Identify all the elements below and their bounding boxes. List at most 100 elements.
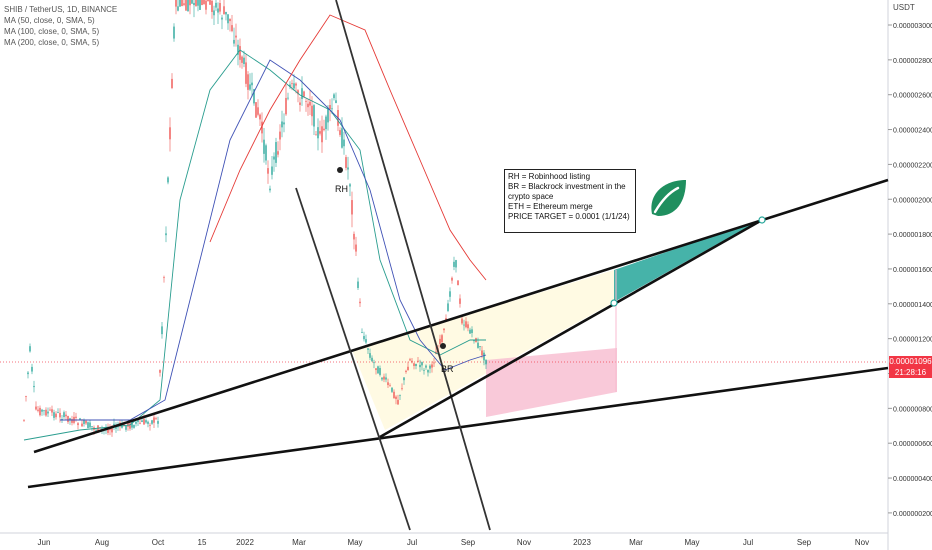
target-handle — [758, 216, 766, 224]
candle-body — [457, 280, 459, 286]
y-tick-label: 0.000001200 — [893, 337, 932, 344]
candle-body — [407, 366, 409, 371]
candle-body — [33, 385, 35, 388]
y-tick-label: 0.000001800 — [893, 232, 932, 239]
candle-body — [123, 423, 125, 427]
candle-body — [185, 0, 187, 11]
candle-body — [267, 168, 269, 174]
legend-ma200[interactable]: MA (200, close, 0, SMA, 5) — [4, 38, 100, 47]
candle-body — [363, 336, 365, 340]
candle-body — [139, 422, 141, 424]
candle-body — [335, 100, 337, 104]
candle-body — [477, 342, 479, 348]
candle-body — [269, 188, 271, 191]
candle-body — [43, 410, 45, 412]
y-tick-label: 0.000003000 — [893, 23, 932, 30]
candle-body — [285, 97, 287, 115]
candle-body — [147, 421, 149, 424]
candle-body — [169, 127, 171, 140]
candle-body — [217, 8, 219, 13]
candle-body — [195, 0, 197, 7]
candle-body — [71, 419, 73, 423]
candle-body — [429, 365, 431, 369]
candle-body — [95, 429, 97, 431]
projection-line — [379, 218, 763, 439]
candle-body — [213, 10, 215, 16]
candle-body — [59, 412, 61, 418]
candle-body — [433, 362, 435, 364]
candle-body — [159, 369, 161, 373]
candle-body — [345, 157, 347, 168]
chart-title: SHIB / TetherUS, 1D, BINANCE — [4, 5, 118, 14]
x-tick-label: Jun — [38, 538, 51, 547]
legend-ma50[interactable]: MA (50, close, 0, SMA, 5) — [4, 16, 95, 25]
candle-body — [39, 407, 41, 416]
ma100-line — [60, 59, 487, 421]
candle-body — [133, 424, 135, 428]
candle-body — [441, 335, 443, 343]
y-tick-label: 0.000000400 — [893, 476, 932, 483]
candle-body — [53, 412, 55, 418]
note-line: PRICE TARGET = 0.0001 (1/1/24) — [508, 212, 630, 221]
y-tick-label: 0.000000600 — [893, 441, 932, 448]
candle-body — [391, 387, 393, 392]
legend-ma100[interactable]: MA (100, close, 0, SMA, 5) — [4, 27, 100, 36]
annotation-note[interactable]: RH = Robinhood listing BR = Blackrock in… — [504, 169, 636, 233]
x-tick-label: Mar — [292, 538, 306, 547]
candle-body — [279, 131, 281, 140]
candle-body — [355, 244, 357, 252]
candle-body — [413, 363, 415, 366]
candle-body — [149, 424, 151, 426]
candle-body — [351, 200, 353, 215]
candle-body — [165, 233, 167, 236]
y-tick-label: 0.000001600 — [893, 267, 932, 274]
x-tick-label: Mar — [629, 538, 643, 547]
candle-body — [331, 108, 333, 110]
candle-body — [311, 105, 313, 117]
candle-body — [463, 324, 465, 326]
candle-body — [315, 134, 317, 136]
candle-body — [305, 101, 307, 102]
downtrend-line-left — [295, 187, 411, 531]
candle-body — [235, 35, 237, 38]
candle-body — [263, 139, 265, 154]
candle-body — [377, 366, 379, 374]
candle-body — [461, 318, 463, 324]
marker-rh-label: RH — [335, 184, 348, 194]
candle-body — [249, 84, 251, 90]
candle-body — [179, 0, 181, 7]
candle-body — [319, 131, 321, 134]
candle-body — [167, 177, 169, 183]
gain-zone — [352, 270, 614, 430]
candle-body — [467, 324, 469, 329]
y-tick-label: 0.000000200 — [893, 511, 932, 518]
candle-body — [271, 166, 273, 175]
candle-body — [209, 0, 211, 5]
upper-trendline — [33, 178, 889, 454]
candle-body — [25, 396, 27, 397]
candle-body — [297, 90, 299, 95]
candle-body — [471, 329, 473, 334]
y-tick-label: 0.000002200 — [893, 162, 932, 169]
candle-body — [451, 277, 453, 281]
candle-body — [479, 346, 481, 347]
candle-body — [63, 412, 65, 417]
candle-body — [155, 418, 157, 420]
candle-body — [27, 372, 29, 375]
candle-body — [177, 6, 179, 11]
candle-body — [261, 121, 263, 134]
candle-body — [469, 329, 471, 334]
candle-body — [395, 396, 397, 399]
candle-body — [459, 298, 461, 304]
candle-body — [207, 0, 209, 2]
candle-body — [295, 83, 297, 86]
candle-body — [135, 421, 137, 424]
candle-body — [37, 409, 39, 411]
x-tick-label: Jul — [407, 538, 417, 547]
candle-body — [125, 425, 127, 430]
y-tick-label: 0.000002800 — [893, 58, 932, 65]
marker-rh-icon — [337, 167, 343, 173]
candle-body — [265, 145, 267, 161]
